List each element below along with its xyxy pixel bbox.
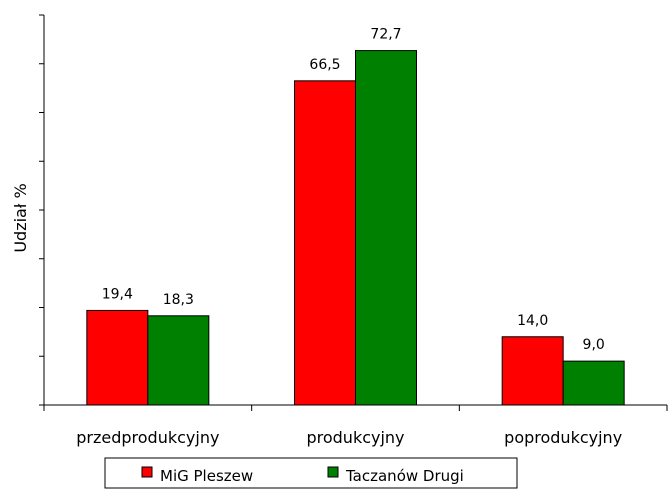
bar-taczan-w-drugi-produkcyjny — [355, 50, 417, 406]
x-tick-labels: przedprodukcyjny produkcyjny poprodukcyjny — [76, 428, 622, 447]
bar-taczan-w-drugi-poprodukcyjny — [562, 360, 625, 406]
bar-mig-pleszew-produkcyjny — [294, 80, 356, 406]
bar-mig-pleszew-przedprodukcyjny — [86, 309, 149, 406]
x-tick-label: przedprodukcyjny — [76, 428, 219, 447]
legend: MiG Pleszew Taczanów Drugi — [104, 457, 518, 489]
data-label: 14,0 — [517, 313, 548, 329]
legend-label-taczanow-drugi: Taczanów Drugi — [345, 467, 464, 485]
x-tick-label: produkcyjny — [306, 428, 404, 447]
bar-taczan-w-drugi-przedprodukcyjny — [147, 315, 210, 406]
data-label: 66,5 — [309, 57, 340, 73]
data-labels: 19,4 66,5 14,0 18,3 72,7 9,0 — [102, 27, 605, 354]
bar-mig-pleszew-poprodukcyjny — [501, 336, 564, 406]
data-label: 72,7 — [370, 27, 401, 43]
legend-swatch-taczanow-drugi — [327, 466, 339, 478]
bars — [86, 50, 625, 406]
data-label: 18,3 — [163, 292, 194, 308]
legend-box — [104, 457, 518, 489]
legend-swatch-mig-pleszew — [141, 466, 153, 478]
data-label: 19,4 — [102, 286, 133, 302]
legend-label-mig-pleszew: MiG Pleszew — [160, 467, 253, 485]
x-tick-label: poprodukcyjny — [504, 428, 622, 447]
data-label: 9,0 — [583, 337, 605, 353]
y-axis-label: Udział % — [11, 183, 30, 252]
